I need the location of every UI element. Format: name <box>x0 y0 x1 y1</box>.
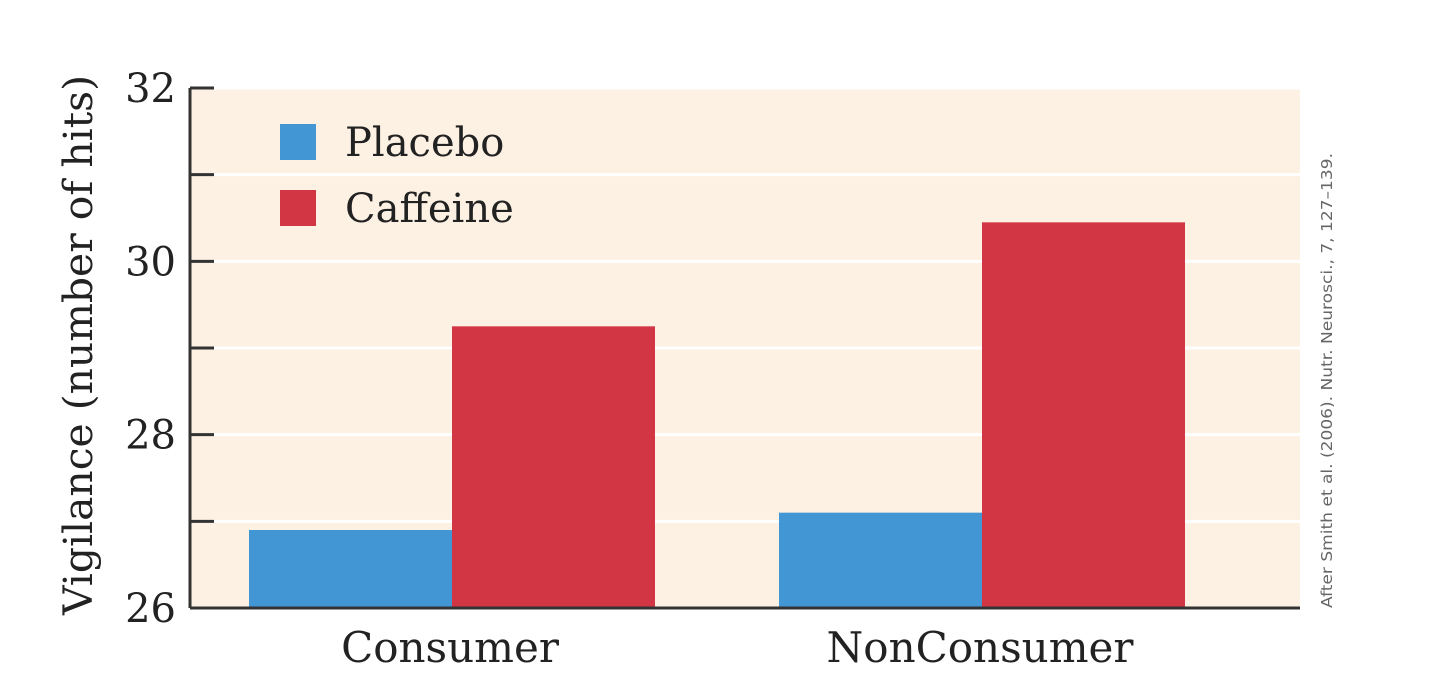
x-axis-labels: Consumer NonConsumer <box>341 623 1134 672</box>
x-tick-label: Consumer <box>341 623 560 672</box>
y-tick-label: 32 <box>125 66 176 112</box>
source-credit: After Smith et al. (2006). Nutr. Neurosc… <box>1318 153 1336 608</box>
y-axis: 26 28 30 32 <box>125 66 1300 632</box>
y-axis-title: Vigilance (number of hits) <box>56 75 102 616</box>
legend-label-caffeine: Caffeine <box>345 186 514 232</box>
legend-swatch-placebo <box>280 124 316 160</box>
bars <box>249 222 1185 609</box>
grid-lines <box>190 86 1300 523</box>
y-tick-label: 30 <box>125 239 176 285</box>
legend-swatch-caffeine <box>280 190 316 226</box>
legend: Placebo Caffeine <box>280 120 514 232</box>
x-tick-label: NonConsumer <box>827 623 1135 672</box>
bar-caffeine-consumer <box>452 326 655 608</box>
y-tick-label: 28 <box>125 413 176 459</box>
bar-caffeine-nonconsumer <box>982 222 1185 609</box>
y-tick-label: 26 <box>125 586 176 632</box>
bar-placebo-nonconsumer <box>779 512 982 608</box>
legend-label-placebo: Placebo <box>345 120 504 166</box>
bar-placebo-consumer <box>249 530 452 608</box>
